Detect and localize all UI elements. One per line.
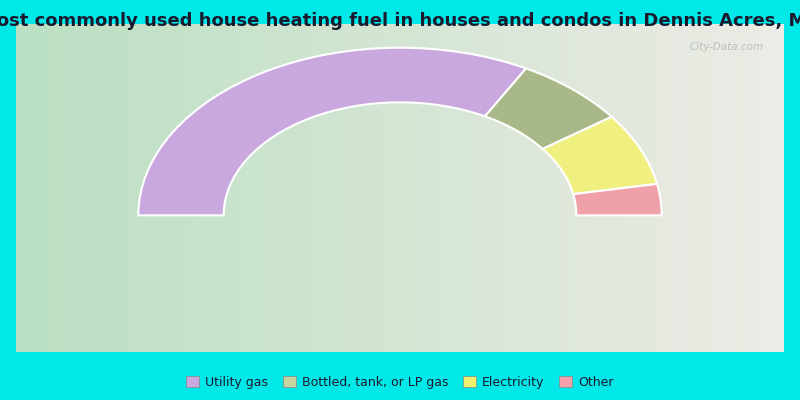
Text: Most commonly used house heating fuel in houses and condos in Dennis Acres, MO: Most commonly used house heating fuel in…	[0, 12, 800, 30]
Text: City-Data.com: City-Data.com	[690, 42, 764, 52]
Wedge shape	[485, 68, 612, 149]
Legend: Utility gas, Bottled, tank, or LP gas, Electricity, Other: Utility gas, Bottled, tank, or LP gas, E…	[182, 371, 618, 394]
Wedge shape	[574, 184, 662, 215]
Wedge shape	[542, 117, 657, 194]
Wedge shape	[138, 48, 526, 215]
